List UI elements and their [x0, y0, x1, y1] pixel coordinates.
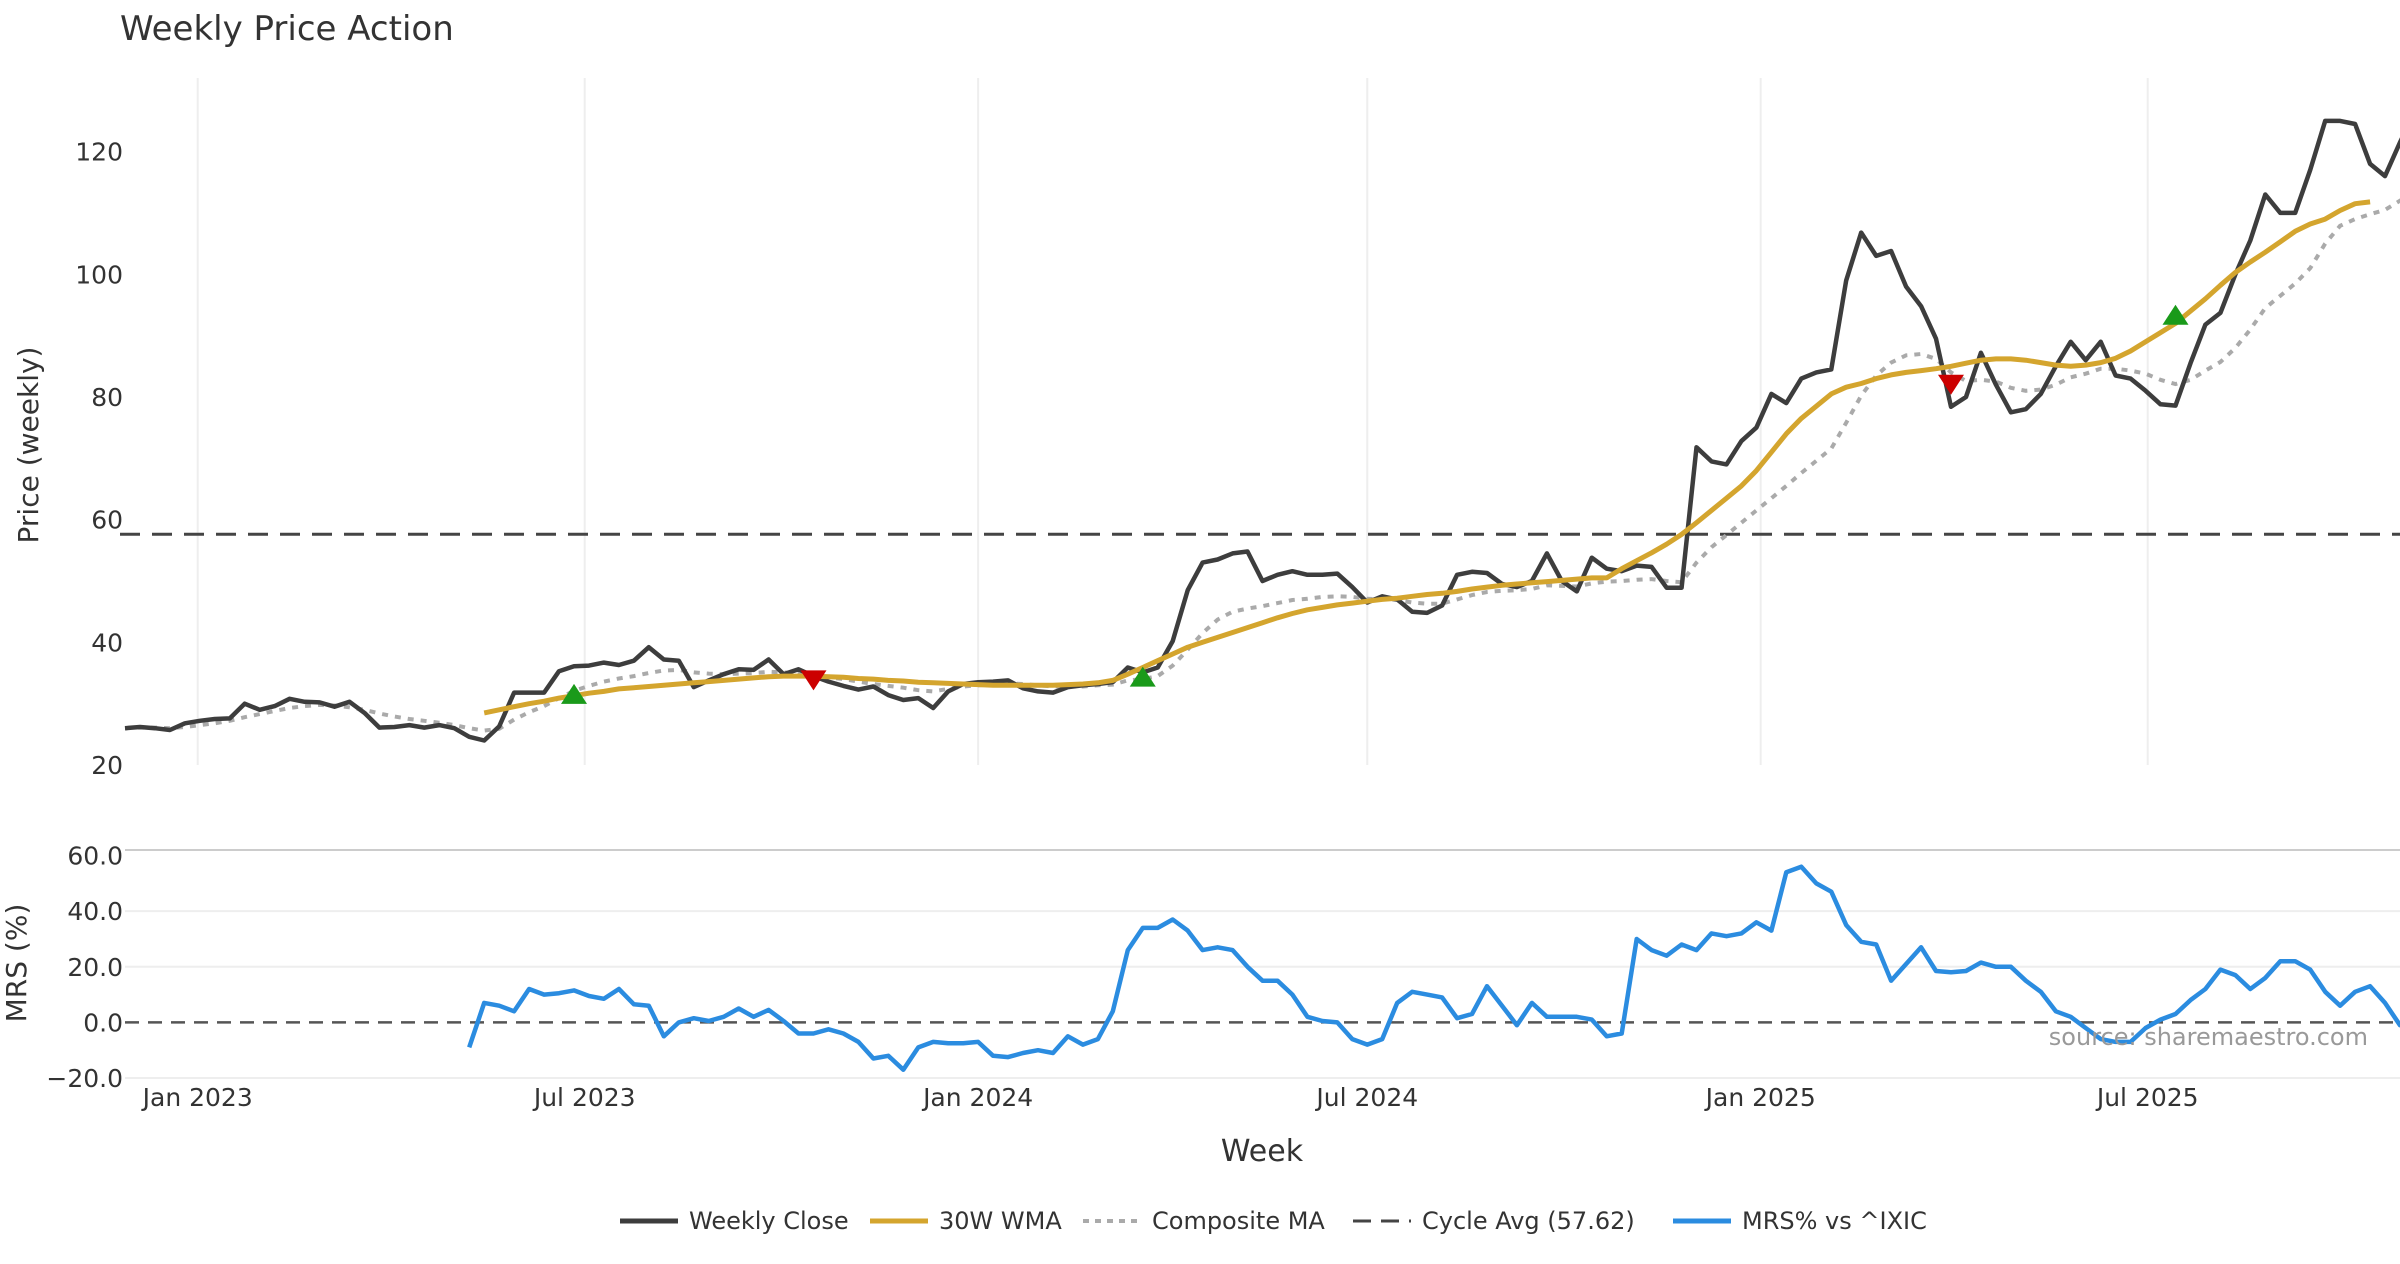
composite-ma-line — [124, 198, 2400, 733]
legend-label-0: Weekly Close — [689, 1207, 849, 1235]
price-y-ticks: 20 40 60 80 100 120 — [75, 138, 123, 780]
x-tick-label-2: Jan 2024 — [921, 1083, 1033, 1112]
x-tick-label-3: Jul 2024 — [1314, 1083, 1418, 1112]
x-tick-label-1: Jul 2023 — [532, 1083, 636, 1112]
mrs-y-tick-3: 40.0 — [67, 897, 123, 926]
x-tick-label-5: Jul 2025 — [2095, 1083, 2199, 1112]
price-y-axis-label: Price (weekly) — [12, 347, 45, 544]
trade-signals — [561, 304, 2189, 704]
weekly-close-line — [124, 118, 2400, 743]
price-y-tick-4: 100 — [75, 260, 123, 289]
x-tick-label-0: Jan 2023 — [141, 1083, 253, 1112]
price-y-tick-2: 60 — [91, 506, 123, 535]
wma-30w-line — [483, 199, 2371, 716]
mrs-line — [467, 864, 2400, 1072]
price-y-tick-5: 120 — [75, 138, 123, 167]
price-vertical-grid — [196, 78, 2149, 765]
legend-label-2: Composite MA — [1152, 1207, 1325, 1235]
mrs-y-tick-2: 20.0 — [67, 953, 123, 982]
mrs-y-ticks: −20.0 0.0 20.0 40.0 60.0 — [46, 842, 123, 1093]
legend-label-3: Cycle Avg (57.62) — [1422, 1207, 1635, 1235]
mrs-grid — [125, 910, 2400, 1079]
mrs-y-tick-4: 60.0 — [67, 842, 123, 871]
source-note: source: sharemaestro.com — [2049, 1023, 2368, 1051]
chart-title: Weekly Price Action — [120, 9, 454, 49]
mrs-y-axis-label: MRS (%) — [0, 904, 33, 1023]
buy-signal-2 — [2162, 304, 2189, 325]
legend-label-4: MRS% vs ^IXIC — [1742, 1207, 1927, 1235]
sell-signal-0 — [800, 670, 827, 691]
mrs-y-tick-1: 0.0 — [83, 1008, 123, 1037]
price-y-tick-3: 80 — [91, 383, 123, 412]
x-axis-label: Week — [1221, 1134, 1304, 1169]
price-y-tick-0: 20 — [91, 751, 123, 780]
legend: Weekly Close 30W WMA Composite MA Cycle Avg… — [620, 1207, 1927, 1235]
buy-signal-0 — [561, 683, 588, 704]
buy-signal-1 — [1129, 666, 1156, 687]
price-y-tick-1: 40 — [91, 628, 123, 657]
x-tick-label-4: Jan 2025 — [1704, 1083, 1816, 1112]
mrs-y-tick-0: −20.0 — [46, 1064, 123, 1093]
legend-label-1: 30W WMA — [939, 1207, 1062, 1235]
sell-signal-1 — [1937, 374, 1964, 395]
x-axis-ticks: Jan 2023 Jul 2023 Jan 2024 Jul 2024 Jan 2025… — [141, 1083, 2199, 1112]
